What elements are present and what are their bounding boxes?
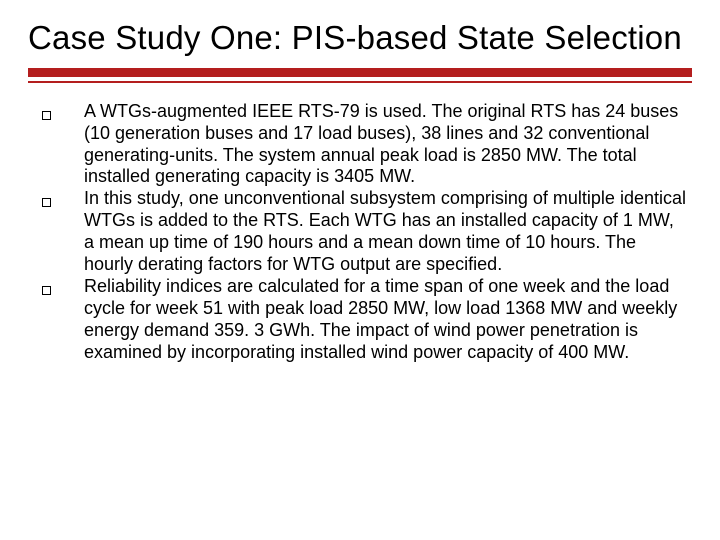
square-bullet-icon — [36, 276, 84, 303]
list-item: In this study, one unconventional subsys… — [36, 188, 688, 276]
slide: Case Study One: PIS-based State Selectio… — [0, 0, 720, 540]
list-item: Reliability indices are calculated for a… — [36, 276, 688, 364]
underline-thick — [28, 68, 692, 77]
bullet-text: In this study, one unconventional subsys… — [84, 188, 688, 276]
title-underline — [28, 68, 692, 83]
bullet-text: Reliability indices are calculated for a… — [84, 276, 688, 364]
underline-thin — [28, 81, 692, 83]
bullet-text: A WTGs-augmented IEEE RTS-79 is used. Th… — [84, 101, 688, 189]
square-bullet-icon — [36, 101, 84, 128]
list-item: A WTGs-augmented IEEE RTS-79 is used. Th… — [36, 101, 688, 189]
square-bullet-icon — [36, 188, 84, 215]
bullet-list: A WTGs-augmented IEEE RTS-79 is used. Th… — [28, 101, 692, 364]
slide-title: Case Study One: PIS-based State Selectio… — [28, 18, 692, 58]
